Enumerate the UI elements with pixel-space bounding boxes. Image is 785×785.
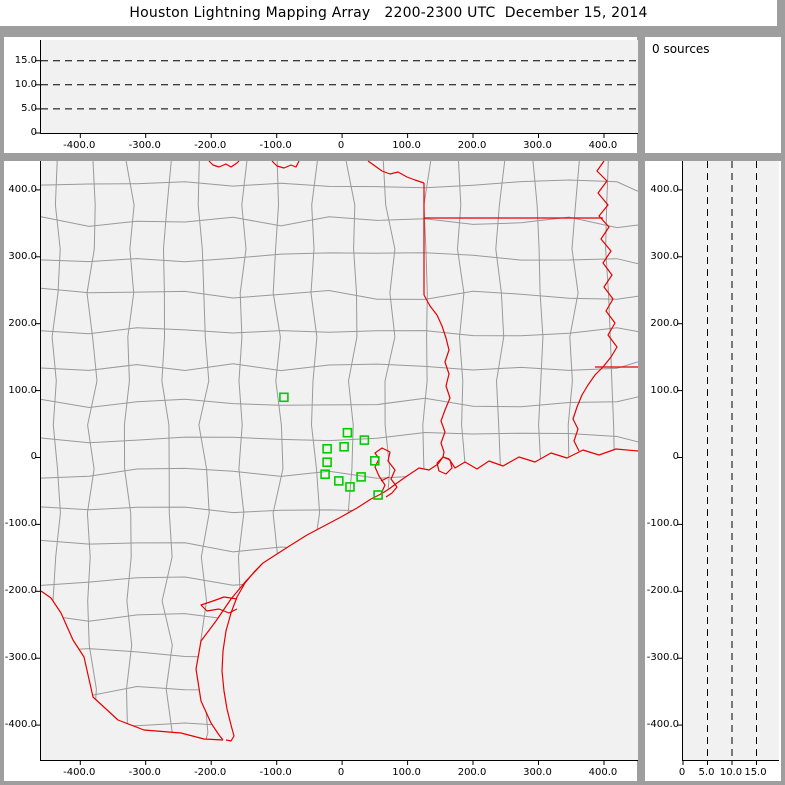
altitude-vs-eastwest-panel: -400.0 -300.0 -200.0 -100.0 0 100.0 200.0 300.0… [4, 37, 638, 153]
plan-view-map-plot[interactable] [35, 160, 639, 765]
x-tick-label: 15.0 [744, 767, 767, 778]
x-tick-label: -400.0 [63, 140, 96, 151]
lma-station-marker [320, 469, 330, 480]
ew_alt-canvas [35, 60, 638, 138]
plan_map-canvas [35, 160, 639, 765]
x-tick-label: 200.0 [457, 767, 487, 778]
lma-station-marker [369, 455, 380, 466]
x-tick-label: 300.0 [523, 767, 552, 778]
lma-station-marker [373, 490, 383, 500]
y-tick-label: 5.0 [21, 102, 37, 114]
lma-station-marker [339, 441, 349, 452]
x-tick-label: -200.0 [194, 140, 227, 151]
northsouth-vs-altitude-panel: 0 5.0 10.0 15.0 400.0 300.0 200.0 100.0 0 -100.0 -… [645, 161, 781, 781]
x-tick-label: 0 [337, 767, 345, 778]
ns_alt-canvas [677, 161, 757, 765]
y-tick-label: 300.0 [650, 250, 679, 262]
lma-station-marker [279, 392, 289, 403]
x-tick-label: -300.0 [128, 767, 161, 778]
sources-count-panel: 0 sources [645, 37, 781, 153]
y-tick-label: 0 [30, 451, 37, 463]
x-tick-label: 100.0 [392, 767, 421, 778]
lma-station-marker [333, 476, 344, 486]
x-tick-label: -400.0 [63, 767, 96, 778]
y-tick-label: 200.0 [650, 317, 679, 329]
altitude-vs-eastwest-plot[interactable] [35, 40, 638, 138]
y-tick-label: -300.0 [646, 652, 679, 664]
coastline-layer [40, 447, 639, 742]
y-tick-label: 300.0 [8, 250, 37, 262]
title-bar: Houston Lightning Mapping Array 2200-230… [0, 0, 777, 26]
x-tick-label: 0 [678, 767, 686, 778]
lma-station-marker [322, 457, 332, 468]
x-tick-label: -300.0 [128, 140, 161, 151]
plan-view-map-panel: -400.0 -300.0 -200.0 -100.0 0 100.0 200.0 300.0… [4, 160, 639, 781]
y-tick-label: 100.0 [8, 384, 37, 396]
x-tick-label: -100.0 [259, 140, 292, 151]
y-tick-label: 0 [672, 451, 679, 463]
x-tick-label: -200.0 [194, 767, 227, 778]
lma-station-marker [359, 435, 370, 445]
y-tick-label: 100.0 [650, 384, 679, 396]
lma-station-marker [322, 443, 332, 454]
x-tick-label: 300.0 [523, 140, 552, 151]
y-tick-label: 10.0 [14, 78, 37, 90]
x-tick-label: 0 [337, 140, 345, 151]
northsouth-vs-altitude-plot[interactable] [677, 161, 779, 765]
x-tick-label: 100.0 [392, 140, 421, 151]
y-tick-label: -100.0 [4, 518, 37, 530]
page-title: Houston Lightning Mapping Array 2200-230… [129, 5, 648, 21]
sources-count-label: 0 sources [652, 42, 710, 56]
county-boundaries-layer [41, 161, 638, 740]
lma-station-marker [345, 482, 355, 492]
y-tick-label: 400.0 [8, 183, 37, 195]
y-tick-label: -300.0 [4, 652, 37, 664]
y-tick-label: -400.0 [4, 719, 37, 731]
y-tick-label: 200.0 [8, 317, 37, 329]
y-tick-label: -400.0 [646, 719, 679, 731]
y-tick-label: 400.0 [650, 183, 679, 195]
x-tick-label: 5.0 [698, 767, 715, 778]
state-borders-layer [208, 160, 638, 458]
y-tick-label: -200.0 [646, 585, 679, 597]
lma-station-marker [356, 472, 366, 482]
lma-station-marker [342, 427, 353, 438]
x-tick-label: 400.0 [588, 140, 618, 151]
x-tick-label: 400.0 [588, 767, 618, 778]
y-tick-label: 0 [30, 127, 37, 138]
y-tick-label: 15.0 [14, 54, 37, 66]
y-tick-label: -200.0 [4, 585, 37, 597]
x-tick-label: 200.0 [457, 140, 487, 151]
x-tick-label: 10.0 [719, 767, 743, 778]
x-tick-label: -100.0 [259, 767, 292, 778]
y-tick-label: -100.0 [646, 518, 679, 530]
